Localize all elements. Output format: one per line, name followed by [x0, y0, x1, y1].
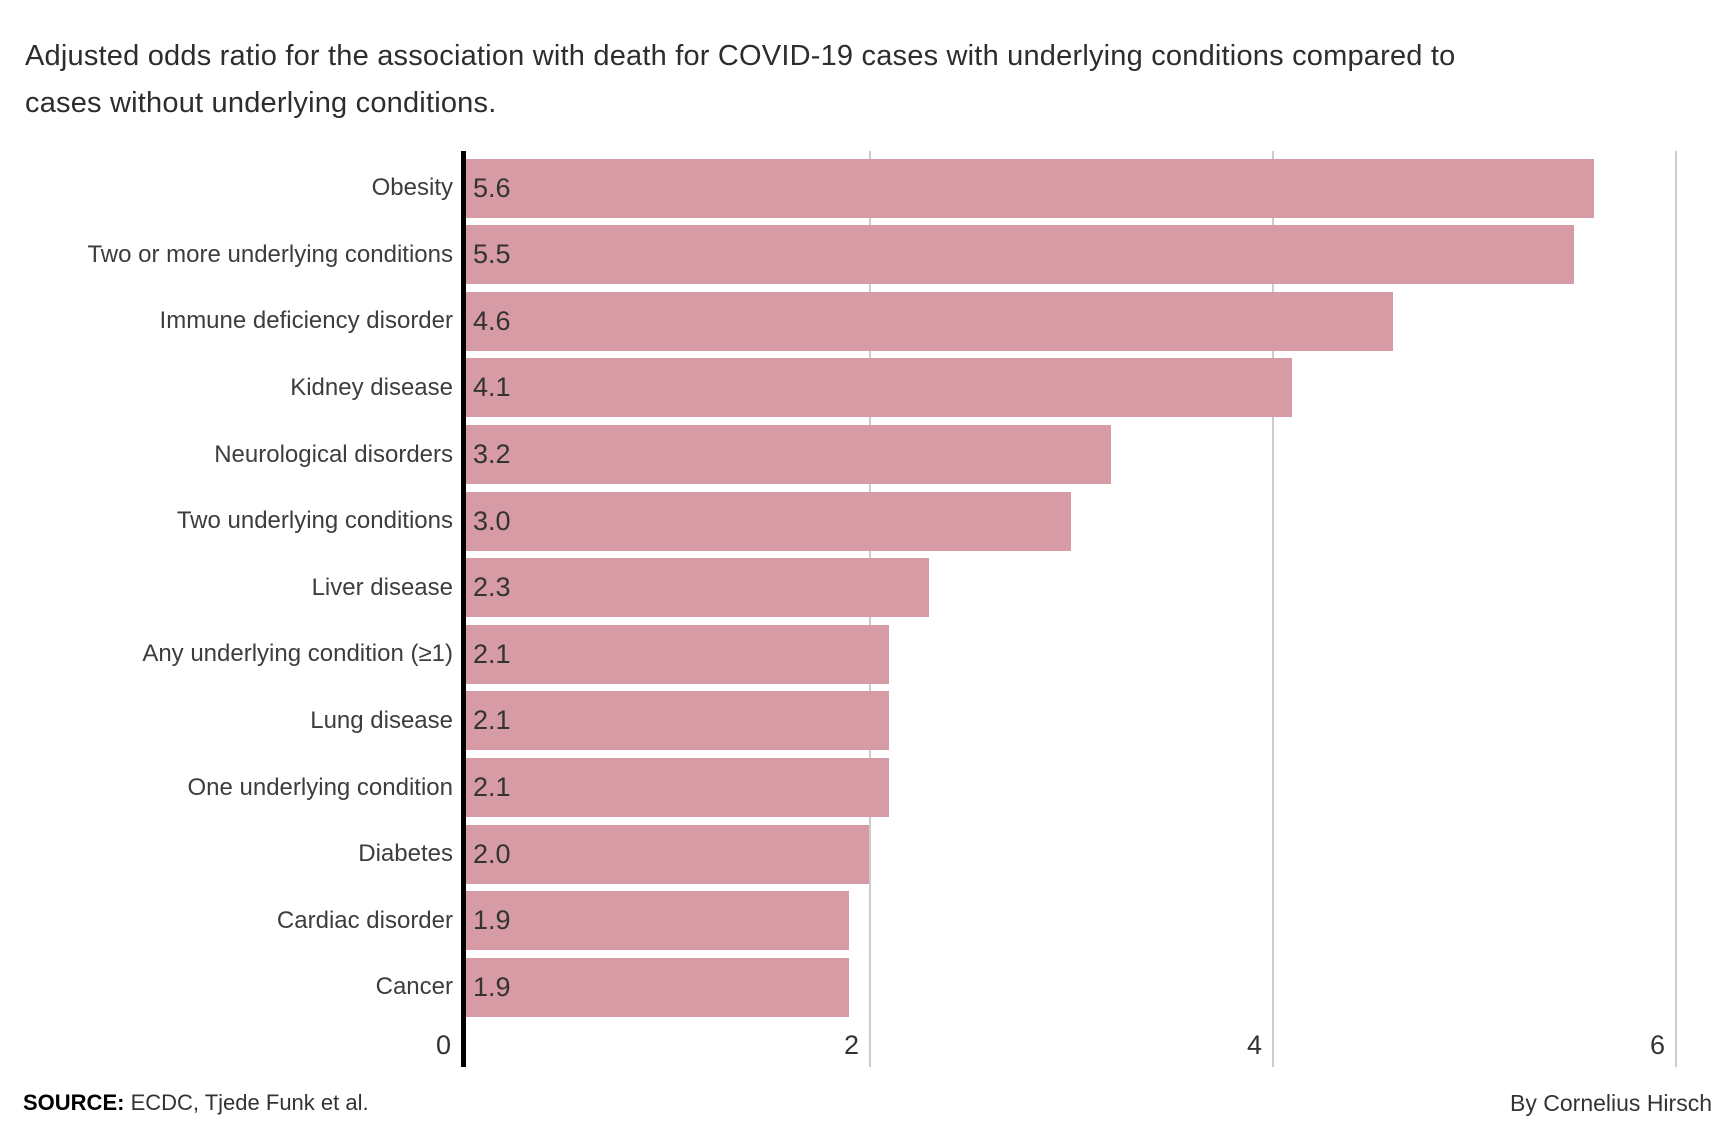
bar: 4.1 [466, 358, 1293, 418]
bar-value-label: 5.5 [473, 239, 511, 270]
bar-value-label: 1.9 [473, 905, 511, 936]
x-tick-label-0: 0 [435, 1030, 451, 1060]
bar: 2.3 [466, 558, 930, 618]
category-label: Cancer [375, 973, 453, 1001]
bar-row: Liver disease 2.3 [0, 551, 1736, 618]
category-label: Neurological disorders [214, 440, 453, 468]
chart-title-line1: Adjusted odds ratio for the association … [25, 40, 1456, 72]
bar-row: Diabetes 2.0 [0, 817, 1736, 884]
byline: By Cornelius Hirsch [1510, 1090, 1712, 1116]
source-line: SOURCE: ECDC, Tjede Funk et al. [23, 1088, 369, 1118]
bar-row: Obesity 5.6 [0, 151, 1736, 218]
bar: 5.5 [466, 225, 1575, 285]
bar-row: Lung disease 2.1 [0, 684, 1736, 751]
bar-value-label: 3.0 [473, 505, 511, 536]
category-label: Kidney disease [290, 373, 453, 401]
category-label: Liver disease [311, 573, 453, 601]
gridline-x-4 [1272, 151, 1274, 1067]
bar: 1.9 [466, 957, 849, 1017]
gridline-x-2 [869, 151, 871, 1067]
x-tick-label-4: 4 [1246, 1030, 1262, 1060]
bar-value-label: 2.1 [473, 638, 511, 669]
bar-value-label: 4.1 [473, 372, 511, 403]
bar-value-label: 2.1 [473, 705, 511, 736]
category-label: Diabetes [358, 840, 453, 868]
bar: 4.6 [466, 291, 1393, 351]
gridline-x-6 [1675, 151, 1677, 1067]
bar-row: One underlying condition 2.1 [0, 750, 1736, 818]
bar-row: Two underlying conditions 3.0 [0, 484, 1736, 551]
bar: 2.1 [466, 624, 890, 684]
bar-row: Immune deficiency disorder 4.6 [0, 284, 1736, 351]
category-label: Cardiac disorder [276, 906, 453, 934]
x-tick-label-6: 6 [1649, 1030, 1665, 1060]
bar-row: Cardiac disorder 1.9 [0, 884, 1736, 951]
bar-row: Neurological disorders 3.2 [0, 417, 1736, 485]
bar-value-label: 3.2 [473, 439, 511, 470]
category-label: Two or more underlying conditions [87, 240, 453, 268]
bar: 2.0 [466, 824, 869, 884]
bar-value-label: 4.6 [473, 305, 511, 336]
bar: 2.1 [466, 691, 890, 751]
category-label: One underlying condition [187, 773, 453, 801]
chart-title-line2: cases without underlying conditions. [25, 87, 497, 119]
bar-row: Kidney disease 4.1 [0, 351, 1736, 418]
bar-row: Any underlying condition (≥1) 2.1 [0, 617, 1736, 684]
bar-value-label: 5.6 [473, 172, 511, 203]
bar-value-label: 2.1 [473, 772, 511, 803]
bar: 1.9 [466, 891, 849, 951]
category-label: Any underlying condition (≥1) [142, 640, 453, 668]
bar-row: Two or more underlying conditions 5.5 [0, 218, 1736, 285]
bar-value-label: 2.3 [473, 572, 511, 603]
category-label: Immune deficiency disorder [159, 307, 453, 335]
bar-value-label: 2.0 [473, 838, 511, 869]
bar: 3.0 [466, 491, 1071, 551]
bar: 2.1 [466, 758, 890, 818]
x-tick-label-2: 2 [843, 1030, 859, 1060]
bar-row: Cancer 1.9 [0, 950, 1736, 1017]
category-label: Obesity [371, 174, 453, 202]
source-text: ECDC, Tjede Funk et al. [124, 1090, 369, 1115]
bar: 5.6 [466, 158, 1595, 218]
category-label: Two underlying conditions [176, 507, 453, 535]
bar: 3.2 [466, 425, 1111, 485]
x-axis-zero-line [461, 151, 466, 1067]
source-label: SOURCE: [23, 1090, 125, 1115]
bar-value-label: 1.9 [473, 971, 511, 1002]
category-label: Lung disease [310, 706, 453, 734]
chart-title: Adjusted odds ratio for the association … [25, 33, 1585, 127]
bar-rows: Obesity 5.6 Two or more underlying conditi… [0, 151, 1736, 1017]
